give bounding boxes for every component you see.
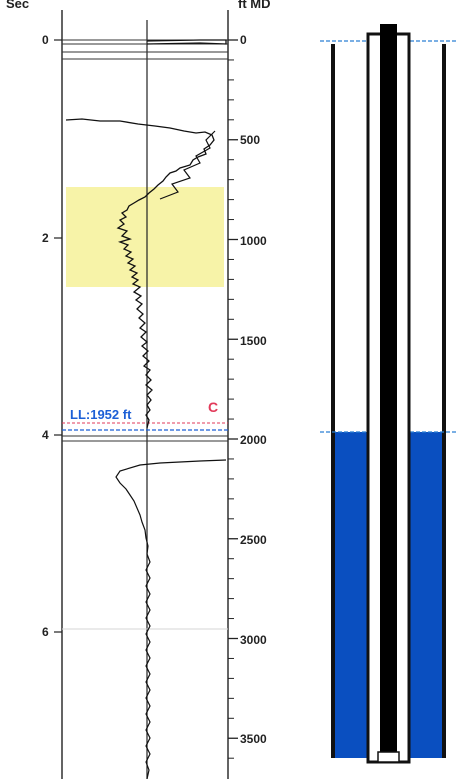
time-tick-label: 4	[42, 428, 49, 442]
echo-trace-panel: LL:1952 ft C	[61, 10, 229, 779]
surface-signal-trace	[146, 39, 227, 45]
depth-tick-label: 2000	[240, 433, 267, 447]
time-tick-label: 0	[42, 33, 49, 47]
depth-axis: 0 500 1000 1500 2000 2500 3000 3500	[228, 33, 267, 759]
collar-marker-label: C	[208, 399, 218, 415]
depth-tick-label: 500	[240, 133, 260, 147]
echo-signal-trace	[159, 130, 216, 200]
depth-tick-label: 0	[240, 33, 247, 47]
depth-tick-label: 1500	[240, 334, 267, 348]
depth-tick-label: 3000	[240, 633, 267, 647]
depth-tick-label: 1000	[240, 234, 267, 248]
depth-tick-label: 3500	[240, 732, 267, 746]
time-axis-header: Sec	[6, 0, 30, 11]
sucker-rod	[380, 24, 397, 758]
liquid-level-label: LL:1952 ft	[70, 407, 132, 422]
yellow-highlight-zone	[66, 187, 224, 287]
pump-plunger	[377, 751, 400, 763]
time-tick-label: 2	[42, 231, 49, 245]
echo-signal-trace	[115, 459, 227, 779]
depth-tick-label: 2500	[240, 533, 267, 547]
wellbore-schematic	[320, 24, 458, 764]
time-tick-label: 6	[42, 625, 49, 639]
depth-axis-header: ft MD	[238, 0, 271, 11]
time-axis: 0 2 4 6	[42, 33, 62, 639]
